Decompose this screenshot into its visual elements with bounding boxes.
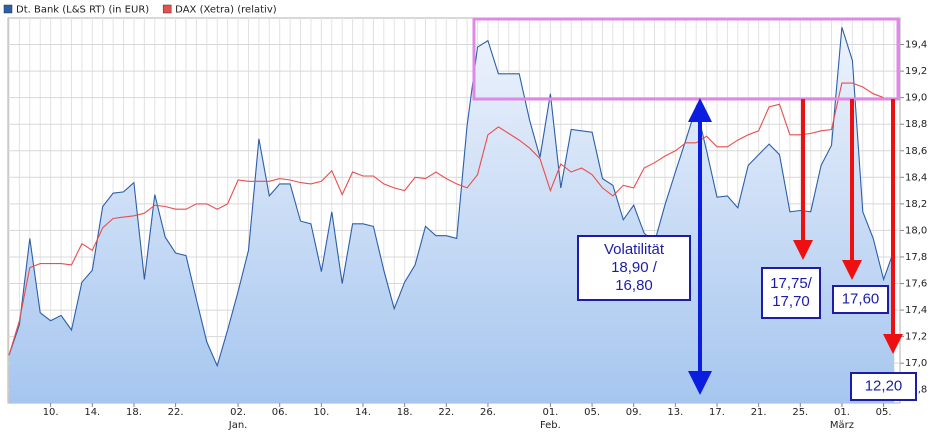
y-tick-label: 18,4 [905,172,927,183]
x-tick-label: 02. [230,407,246,418]
y-tick-label: 17,0 [905,358,927,369]
highlight-box [472,17,900,101]
annotation-box [761,267,821,319]
x-tick-label: 21. [751,407,767,418]
y-tick-label: 19,2 [905,66,927,77]
x-tick-label: 09. [626,407,642,418]
y-tick-label: 17,4 [905,305,927,316]
annotation-box [832,285,889,314]
annotation-text: 17,70 [772,293,810,310]
y-tick-label: 18,6 [905,146,927,157]
x-tick-label: 18. [397,407,413,418]
x-tick-label: 01. [542,407,558,418]
x-tick-label: 01. [834,407,850,418]
x-tick-label: 22. [438,407,454,418]
area [9,27,894,404]
x-tick-label: 06. [272,407,288,418]
y-tick-label: 19,4 [905,40,927,51]
month-label: Feb. [540,420,561,431]
annotation-box [577,235,691,301]
annotation-box [850,372,917,401]
x-tick-label: 22. [168,407,184,418]
y-tick-label: 17,8 [905,252,927,263]
line [8,82,884,356]
x-tick-label: 14. [84,407,100,418]
x-tick-label: 26. [480,407,496,418]
annotation-text: Volatilität [604,241,665,258]
legend-label: DAX (Xetra) (relativ) [175,5,277,16]
annotation-text: 17,75/ [770,275,813,292]
y-tick-label: 18,0 [905,225,927,236]
annotation-text: 12,20 [865,377,903,394]
annotation-text: 18,90 / [611,259,658,276]
x-tick-label: 25. [792,407,808,418]
x-tick-label: 18. [126,407,142,418]
month-label: Jan. [228,420,248,431]
line [8,27,895,368]
y-tick-label: 19,0 [905,93,927,104]
y-tick-label: 17,6 [905,279,927,290]
x-tick-label: 10. [313,407,329,418]
y-tick-label: 18,2 [905,199,927,210]
x-tick-label: 14. [355,407,371,418]
x-tick-label: 05. [876,407,892,418]
month-label: März [830,420,854,431]
x-tick-label: 05. [584,407,600,418]
y-tick-label: 18,8 [905,119,927,130]
x-tick-label: 17. [709,407,725,418]
annotation-text: 17,60 [842,290,880,307]
y-tick-label: 17,2 [905,332,927,343]
legend-swatch [3,4,13,14]
x-tick-label: 10. [43,407,59,418]
annotation-text: 16,80 [615,277,653,294]
legend-label: Dt. Bank (L&S RT) (in EUR) [16,5,149,16]
legend-swatch [162,4,172,14]
x-tick-label: 13. [667,407,683,418]
